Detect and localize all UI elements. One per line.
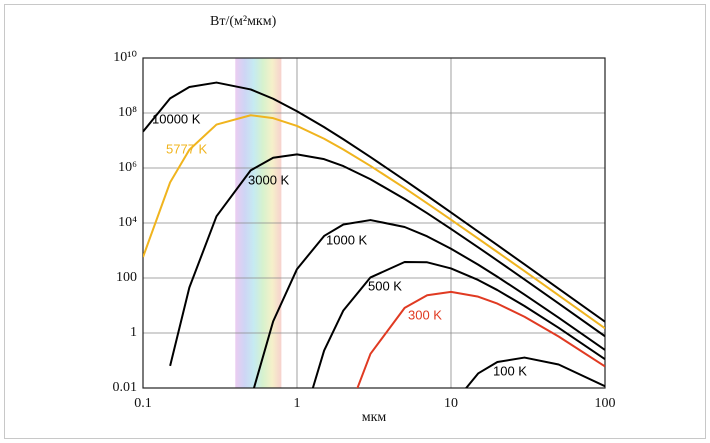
curve bbox=[252, 219, 605, 388]
x-tick-label: 0.1 bbox=[134, 396, 152, 411]
curve bbox=[143, 114, 605, 330]
x-tick-label: 100 bbox=[595, 396, 616, 411]
y-tick-label: 0.01 bbox=[113, 380, 138, 395]
curve bbox=[169, 153, 605, 367]
plot-frame bbox=[142, 57, 606, 389]
x-tick-label: 10 bbox=[444, 396, 458, 411]
y-axis-label: Вт/(м²мкм) bbox=[210, 14, 277, 29]
curve-label: 500 K bbox=[368, 278, 402, 293]
frame bbox=[4, 4, 706, 439]
y-tick-label: 10¹⁰ bbox=[113, 50, 137, 65]
y-tick-label: 1 bbox=[130, 325, 137, 340]
curve-label: 3000 K bbox=[248, 172, 290, 187]
curve-label: 1000 K bbox=[326, 232, 368, 247]
curve bbox=[356, 290, 605, 388]
curve-label: 100 K bbox=[493, 363, 527, 378]
y-tick-label: 10⁴ bbox=[118, 215, 137, 230]
x-tick-label: 1 bbox=[294, 396, 301, 411]
y-tick-label: 10⁸ bbox=[118, 105, 137, 120]
curves bbox=[143, 81, 605, 388]
y-tick-label: 10⁶ bbox=[118, 160, 137, 175]
y-tick-label: 100 bbox=[116, 270, 137, 285]
x-axis-label: мкм bbox=[362, 410, 387, 425]
curve-label: 5777 K bbox=[166, 141, 208, 156]
curve-label: 10000 K bbox=[152, 111, 201, 126]
curve-label: 300 K bbox=[408, 307, 442, 322]
curve bbox=[311, 261, 605, 388]
curve bbox=[143, 81, 605, 323]
curve bbox=[464, 356, 605, 388]
